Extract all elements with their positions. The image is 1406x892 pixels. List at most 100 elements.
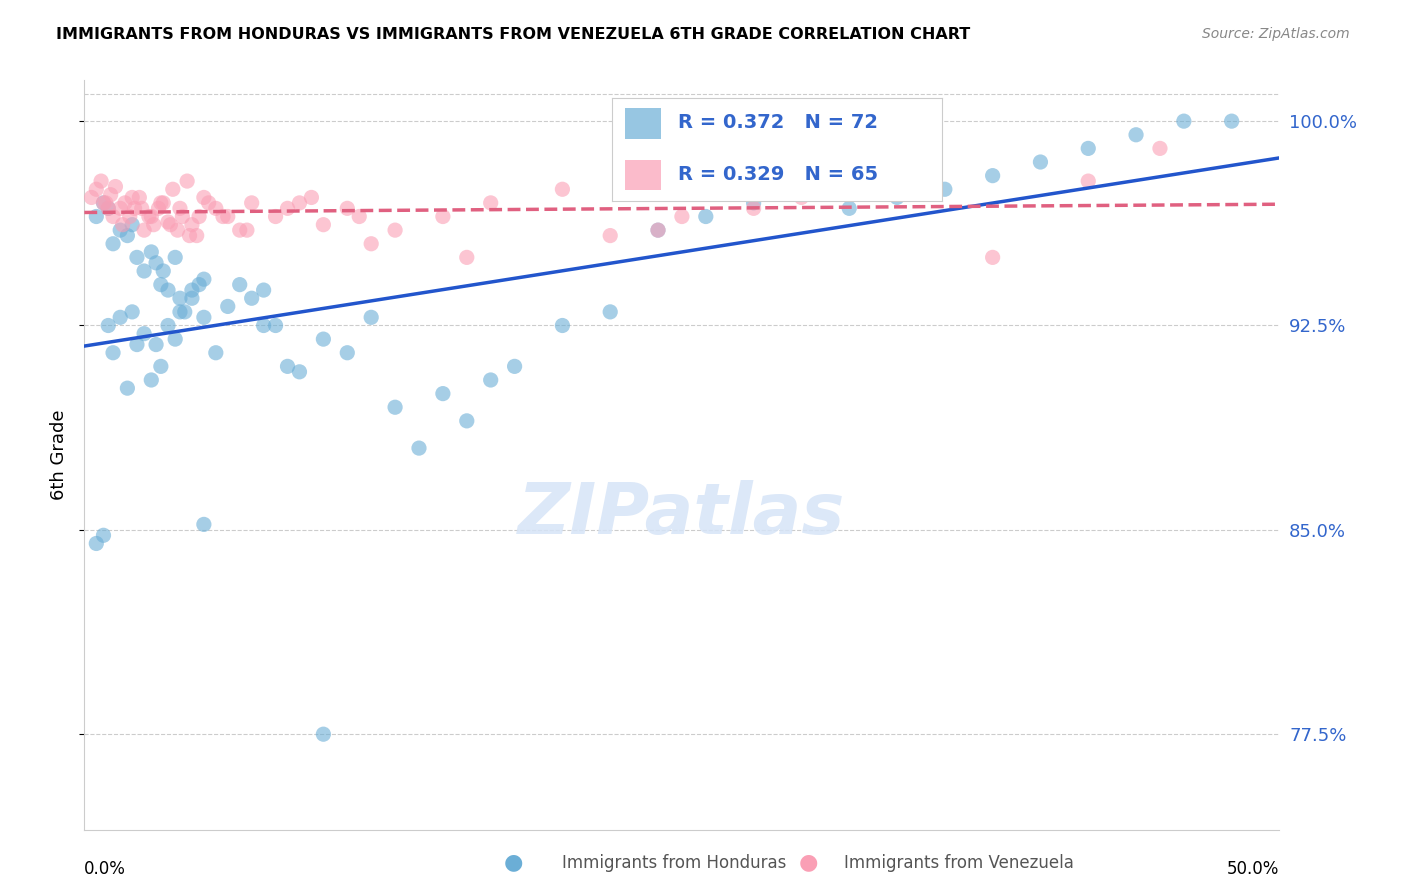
Point bbox=[188, 277, 211, 292]
Point bbox=[229, 223, 252, 237]
Point bbox=[408, 441, 430, 455]
Point bbox=[157, 283, 180, 297]
Point bbox=[1125, 128, 1147, 142]
Point bbox=[172, 210, 194, 224]
Point bbox=[312, 727, 335, 741]
Text: Immigrants from Venezuela: Immigrants from Venezuela bbox=[844, 855, 1073, 872]
Point bbox=[114, 195, 136, 210]
Point bbox=[197, 195, 219, 210]
Point bbox=[165, 251, 187, 265]
Point bbox=[149, 277, 172, 292]
Text: R = 0.372   N = 72: R = 0.372 N = 72 bbox=[678, 113, 877, 132]
Point bbox=[86, 536, 108, 550]
Point bbox=[288, 365, 311, 379]
Point bbox=[360, 310, 382, 325]
Point bbox=[188, 210, 211, 224]
Point bbox=[176, 174, 198, 188]
Y-axis label: 6th Grade: 6th Grade bbox=[49, 409, 67, 500]
Point bbox=[117, 228, 139, 243]
Point bbox=[125, 251, 148, 265]
Point bbox=[432, 210, 454, 224]
Point bbox=[86, 182, 108, 196]
Point bbox=[599, 228, 621, 243]
Point bbox=[141, 373, 163, 387]
Point bbox=[132, 223, 156, 237]
Point bbox=[142, 218, 165, 232]
Point bbox=[240, 291, 263, 305]
Text: ●: ● bbox=[799, 853, 818, 872]
Point bbox=[148, 202, 170, 216]
Point bbox=[277, 202, 299, 216]
Point bbox=[132, 264, 156, 278]
Point bbox=[647, 223, 669, 237]
Point bbox=[479, 195, 502, 210]
Point bbox=[162, 182, 184, 196]
Point bbox=[264, 318, 287, 333]
Point bbox=[695, 210, 717, 224]
Point bbox=[1029, 155, 1052, 169]
Point bbox=[110, 310, 132, 325]
Point bbox=[97, 202, 120, 216]
Point bbox=[647, 223, 669, 237]
Point bbox=[910, 182, 932, 196]
Point bbox=[599, 305, 621, 319]
Point bbox=[981, 169, 1004, 183]
Point bbox=[229, 277, 252, 292]
Point bbox=[193, 272, 215, 286]
Point bbox=[217, 300, 239, 314]
Point bbox=[117, 381, 139, 395]
Point bbox=[205, 202, 228, 216]
Point bbox=[138, 210, 160, 224]
Point bbox=[141, 244, 163, 259]
Point bbox=[981, 251, 1004, 265]
Point bbox=[193, 517, 215, 532]
Point bbox=[181, 291, 204, 305]
Point bbox=[551, 318, 574, 333]
Point bbox=[169, 305, 191, 319]
Point bbox=[100, 187, 122, 202]
Point bbox=[312, 218, 335, 232]
Point bbox=[80, 190, 103, 204]
Bar bbox=[624, 108, 661, 139]
Point bbox=[165, 332, 187, 346]
Point bbox=[121, 305, 143, 319]
Point bbox=[149, 359, 172, 374]
Point bbox=[886, 190, 908, 204]
Point bbox=[179, 228, 201, 243]
Point bbox=[131, 202, 153, 216]
Point bbox=[301, 190, 323, 204]
Point bbox=[93, 528, 115, 542]
Point bbox=[97, 202, 120, 216]
Point bbox=[132, 326, 156, 341]
Point bbox=[240, 195, 263, 210]
Text: ●: ● bbox=[503, 853, 523, 872]
Point bbox=[157, 215, 180, 229]
Point bbox=[742, 202, 765, 216]
Point bbox=[181, 283, 204, 297]
Point bbox=[1173, 114, 1195, 128]
Point bbox=[217, 210, 239, 224]
Text: R = 0.329   N = 65: R = 0.329 N = 65 bbox=[678, 164, 877, 184]
Point bbox=[121, 218, 143, 232]
Point bbox=[101, 210, 124, 224]
Point bbox=[264, 210, 287, 224]
Point bbox=[503, 359, 526, 374]
Point bbox=[104, 179, 127, 194]
Point bbox=[253, 318, 276, 333]
Point bbox=[101, 236, 124, 251]
Point bbox=[1077, 141, 1099, 155]
Text: IMMIGRANTS FROM HONDURAS VS IMMIGRANTS FROM VENEZUELA 6TH GRADE CORRELATION CHAR: IMMIGRANTS FROM HONDURAS VS IMMIGRANTS F… bbox=[56, 27, 970, 42]
Point bbox=[159, 218, 181, 232]
Point bbox=[312, 332, 335, 346]
Point bbox=[152, 195, 174, 210]
Point bbox=[742, 195, 765, 210]
Point bbox=[288, 195, 311, 210]
Point bbox=[169, 202, 191, 216]
Point bbox=[253, 283, 276, 297]
Point bbox=[790, 182, 813, 196]
Point bbox=[93, 195, 115, 210]
Point bbox=[93, 195, 115, 210]
Point bbox=[118, 210, 141, 224]
Point bbox=[349, 210, 371, 224]
Point bbox=[173, 305, 195, 319]
